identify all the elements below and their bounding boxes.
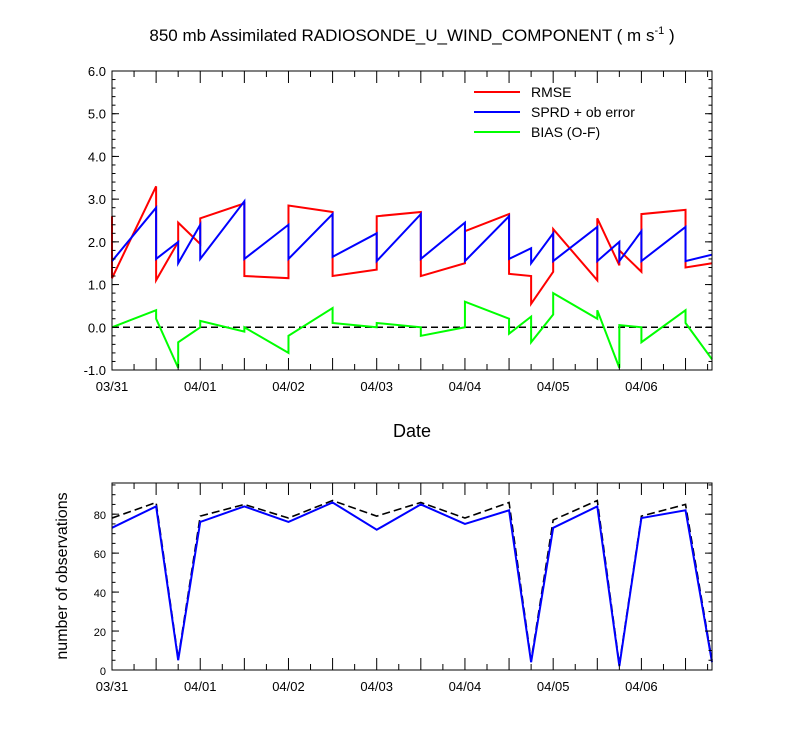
x-tick-label: 04/06 bbox=[625, 679, 658, 694]
y-tick-label: 2.0 bbox=[88, 235, 106, 250]
legend-label: BIAS (O-F) bbox=[531, 124, 600, 140]
y-tick-label: 4.0 bbox=[88, 149, 106, 164]
series-line-bias-o-f bbox=[111, 291, 713, 369]
y-tick-label: 0 bbox=[100, 666, 106, 678]
x-tick-label: 04/05 bbox=[537, 379, 570, 394]
bottom-chart: 0 20 40 60 80 03/31 04/01 04/02 04/03 04/04 04/05 0… bbox=[54, 482, 713, 694]
title-end: ) bbox=[664, 26, 674, 45]
y-tick-label: 40 bbox=[94, 588, 106, 600]
series-line-possible-observations bbox=[111, 499, 713, 665]
y-tick-label: 1.0 bbox=[88, 278, 106, 293]
x-tick-label: 04/02 bbox=[272, 679, 305, 694]
y-tick-label: 6.0 bbox=[88, 64, 106, 79]
y-tick-label: 80 bbox=[94, 510, 106, 522]
y-tick-label: 60 bbox=[94, 549, 106, 561]
x-tick-label: 04/02 bbox=[272, 379, 305, 394]
plot-frame-bottom bbox=[111, 482, 713, 671]
y-tick-label: 0.0 bbox=[88, 320, 106, 335]
y-axis-label: number of observations bbox=[54, 492, 71, 659]
series-line-rmse bbox=[111, 185, 713, 308]
top-chart: 850 mb Assimilated RADIOSONDE_U_WIND_COM… bbox=[84, 25, 713, 441]
x-tick-label: 04/06 bbox=[625, 379, 658, 394]
chart-title: 850 mb Assimilated RADIOSONDE_U_WIND_COM… bbox=[149, 25, 674, 45]
x-tick-label: 04/03 bbox=[360, 379, 393, 394]
series-line-number-of-observations bbox=[111, 501, 713, 667]
x-tick-label: 04/04 bbox=[449, 379, 482, 394]
x-tick-label: 04/03 bbox=[360, 679, 393, 694]
x-tick-label: 04/01 bbox=[184, 379, 217, 394]
y-tick-label: 3.0 bbox=[88, 192, 106, 207]
title-main: 850 mb Assimilated RADIOSONDE_U_WIND_COM… bbox=[149, 26, 654, 45]
x-axis-label: Date bbox=[393, 421, 431, 441]
plot-frame-top bbox=[111, 70, 713, 371]
series-line-sprd-ob-error bbox=[111, 198, 713, 267]
y-tick-label: 20 bbox=[94, 627, 106, 639]
legend-label: RMSE bbox=[531, 84, 571, 100]
legend-label: SPRD + ob error bbox=[531, 104, 635, 120]
x-tick-label: 03/31 bbox=[96, 679, 129, 694]
x-tick-label: 04/05 bbox=[537, 679, 570, 694]
x-tick-label: 04/01 bbox=[184, 679, 217, 694]
y-tick-label: -1.0 bbox=[84, 363, 106, 378]
y-tick-label: 5.0 bbox=[88, 107, 106, 122]
x-tick-label: 03/31 bbox=[96, 379, 129, 394]
title-superscript: -1 bbox=[654, 25, 664, 37]
legend: RMSE SPRD + ob error BIAS (O-F) bbox=[474, 84, 635, 140]
x-tick-label: 04/04 bbox=[449, 679, 482, 694]
